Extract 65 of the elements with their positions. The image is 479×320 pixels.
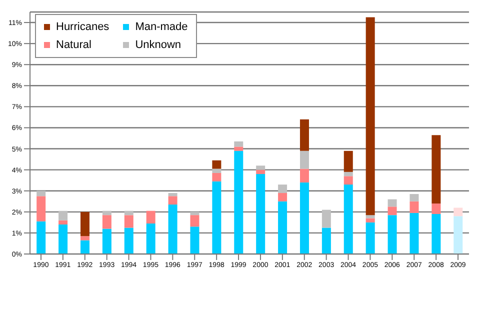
bar bbox=[212, 168, 222, 173]
bar bbox=[278, 192, 288, 202]
bar bbox=[322, 228, 331, 254]
bar bbox=[146, 223, 156, 254]
bar bbox=[256, 166, 266, 170]
bar bbox=[58, 224, 68, 254]
bar bbox=[190, 212, 200, 216]
bar bbox=[366, 215, 375, 218]
bar bbox=[432, 214, 441, 254]
bar bbox=[58, 220, 68, 225]
bar bbox=[278, 184, 288, 193]
bar bbox=[300, 150, 309, 169]
bar bbox=[410, 212, 419, 254]
bar bbox=[102, 215, 112, 229]
bar bbox=[410, 194, 419, 202]
bar bbox=[168, 192, 178, 196]
bar bbox=[388, 206, 397, 216]
bar bbox=[212, 160, 222, 169]
bar bbox=[146, 210, 156, 224]
bar bbox=[344, 184, 353, 254]
bar bbox=[410, 201, 419, 213]
bar bbox=[102, 210, 112, 216]
legend-label: Hurricanes bbox=[56, 21, 110, 33]
bar bbox=[300, 168, 309, 182]
bar bbox=[388, 199, 397, 207]
bar bbox=[322, 210, 331, 228]
bar bbox=[168, 196, 178, 205]
bar bbox=[234, 146, 244, 151]
bar bbox=[366, 17, 375, 216]
legend-label: Natural bbox=[56, 39, 92, 51]
bar bbox=[256, 174, 266, 254]
bar bbox=[300, 119, 309, 151]
bar bbox=[190, 215, 200, 227]
bar bbox=[234, 141, 244, 147]
bar bbox=[80, 240, 90, 254]
legend-label: Man-made bbox=[135, 21, 188, 33]
bar bbox=[454, 208, 463, 216]
bar bbox=[124, 210, 134, 216]
bar bbox=[102, 228, 112, 254]
bar bbox=[432, 135, 441, 204]
bar bbox=[234, 150, 244, 254]
bar bbox=[168, 204, 178, 254]
bar bbox=[80, 212, 90, 236]
bar bbox=[278, 201, 288, 254]
bar bbox=[212, 181, 222, 254]
bar bbox=[124, 215, 134, 228]
bar bbox=[58, 210, 68, 220]
bar bbox=[366, 222, 375, 254]
bar bbox=[366, 218, 375, 222]
bar bbox=[256, 170, 266, 174]
bar bbox=[36, 190, 46, 196]
bar bbox=[36, 221, 46, 254]
bar bbox=[454, 216, 463, 254]
bar bbox=[344, 176, 353, 185]
bar bbox=[36, 196, 46, 222]
bar bbox=[344, 150, 353, 172]
bar bbox=[432, 203, 441, 214]
bar bbox=[300, 182, 309, 254]
legend-label: Unknown bbox=[135, 39, 182, 51]
bar bbox=[124, 228, 134, 254]
bar bbox=[190, 226, 200, 254]
bar bbox=[344, 172, 353, 176]
bar bbox=[80, 236, 90, 240]
bar bbox=[388, 215, 397, 254]
bar bbox=[212, 172, 222, 182]
